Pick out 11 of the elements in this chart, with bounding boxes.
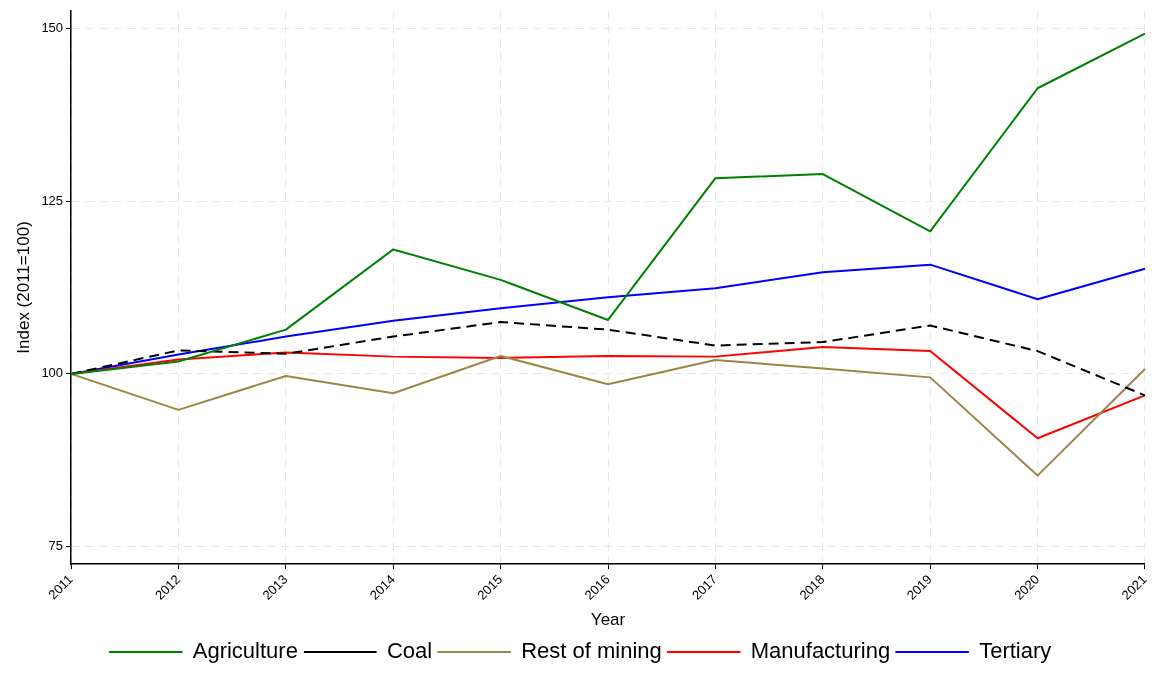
legend-label: Manufacturing — [750, 638, 891, 664]
legend-label: Coal — [386, 638, 433, 664]
y-tick-label: 125 — [41, 192, 64, 208]
y-tick-label: 100 — [41, 365, 64, 381]
legend-label: Agriculture — [192, 638, 298, 664]
y-axis-title: Index (2011=100) — [13, 221, 33, 354]
legend-label: Rest of mining — [521, 638, 662, 664]
x-axis-title: Year — [590, 610, 626, 630]
y-tick-label: 150 — [41, 19, 64, 35]
y-tick-label: 75 — [48, 538, 64, 554]
legend-label: Tertiary — [979, 638, 1052, 664]
